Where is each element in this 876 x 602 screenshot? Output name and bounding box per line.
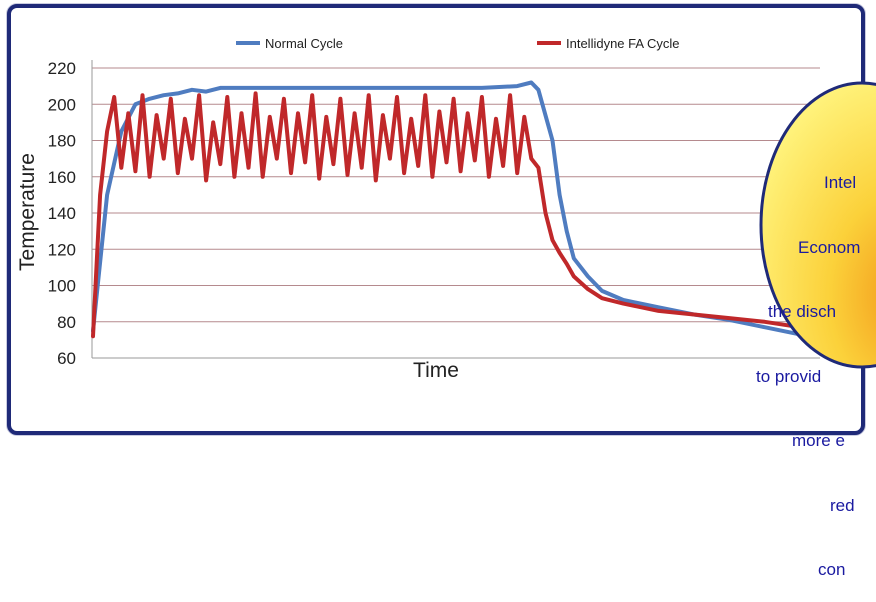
y-tick-label: 100: [48, 277, 76, 296]
callout-line: Econom: [746, 237, 876, 259]
y-tick-label: 160: [48, 168, 76, 187]
y-tick-label: 80: [57, 313, 76, 332]
y-tick-label: 120: [48, 240, 76, 259]
series-line-0: [93, 83, 800, 335]
legend-label: Intellidyne FA Cycle: [566, 36, 679, 51]
series-lines: [93, 82, 800, 336]
callout-line: the disch: [746, 301, 876, 323]
legend-label: Normal Cycle: [265, 36, 343, 51]
series-line-1: [93, 93, 800, 336]
y-axis-label: Temperature: [16, 153, 39, 271]
temperature-chart: 60 80 100 120 140 160 180 200 220 Normal Cycle In…: [0, 0, 876, 445]
callout-line: red: [746, 495, 876, 517]
callout-line: more e: [746, 430, 876, 452]
callout-line: Intel: [746, 172, 876, 194]
legend: Normal Cycle Intellidyne FA Cycle: [236, 36, 679, 51]
callout-line: to provid: [746, 366, 876, 388]
y-tick-label: 140: [48, 204, 76, 223]
y-tick-label: 220: [48, 59, 76, 78]
x-axis-label: Time: [413, 359, 459, 382]
callout-text: Intel Econom the disch to provid more e …: [746, 129, 876, 602]
y-tick-label: 200: [48, 95, 76, 114]
y-tick-label: 180: [48, 132, 76, 151]
y-tick-label: 60: [57, 349, 76, 368]
callout-line: con: [746, 559, 876, 581]
